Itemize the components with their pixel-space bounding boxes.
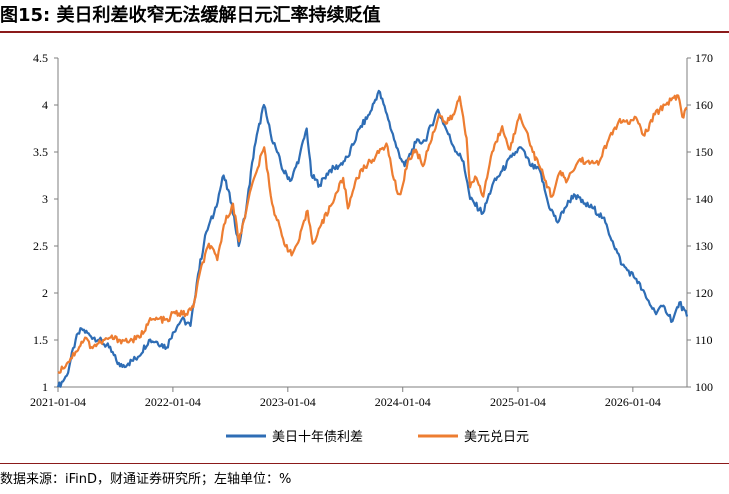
chart-legend: 美日十年债利差 美元兑日元	[226, 430, 529, 445]
right-y-tick-label: 120	[695, 286, 713, 300]
right-y-tick-label: 130	[695, 239, 713, 253]
right-y-tick-label: 150	[695, 145, 713, 159]
left-y-tick-label: 3.5	[33, 145, 48, 159]
right-y-tick-label: 170	[695, 51, 713, 65]
left-y-tick-label: 2	[42, 286, 48, 300]
title-divider	[0, 31, 729, 33]
left-y-tick-label: 4.5	[33, 51, 48, 65]
left-y-tick-label: 3	[42, 192, 48, 206]
right-y-tick-label: 140	[695, 192, 713, 206]
source-note: 数据来源：iFinD，财通证券研究所；左轴单位：%	[0, 472, 292, 487]
left-y-tick-label: 1.5	[33, 333, 48, 347]
series-line-usdjpy	[57, 94, 688, 374]
series-layer	[56, 89, 689, 388]
x-tick-label: 2024-01-04	[375, 395, 431, 409]
x-tick-label: 2021-01-04	[30, 395, 86, 409]
figure-title: 图15: 美日利差收窄无法缓解日元汇率持续贬值	[0, 5, 381, 26]
left-y-tick-label: 4	[42, 98, 48, 112]
right-y-tick-label: 160	[695, 98, 713, 112]
x-tick-label: 2025-01-04	[490, 395, 546, 409]
right-y-tick-label: 100	[695, 380, 713, 394]
legend-label: 美日十年债利差	[272, 430, 363, 445]
x-tick-label: 2022-01-04	[145, 395, 201, 409]
series-line-us-jp-spread	[56, 89, 689, 388]
left-y-tick-label: 1	[42, 380, 48, 394]
right-y-tick-label: 110	[695, 333, 713, 347]
legend-label: 美元兑日元	[464, 430, 529, 445]
footer-divider	[0, 463, 729, 464]
x-tick-label: 2023-01-04	[260, 395, 316, 409]
left-y-tick-label: 2.5	[33, 239, 48, 253]
chart-axes: 1 1.5 2 2.5 3 3.5 4 4.5 100 110 120 130 140 150 160 170…	[30, 51, 713, 409]
x-tick-label: 2026-01-04	[605, 395, 661, 409]
dual-axis-line-chart: 1 1.5 2 2.5 3 3.5 4 4.5 100 110 120 130 140 150 160 170…	[30, 51, 713, 445]
